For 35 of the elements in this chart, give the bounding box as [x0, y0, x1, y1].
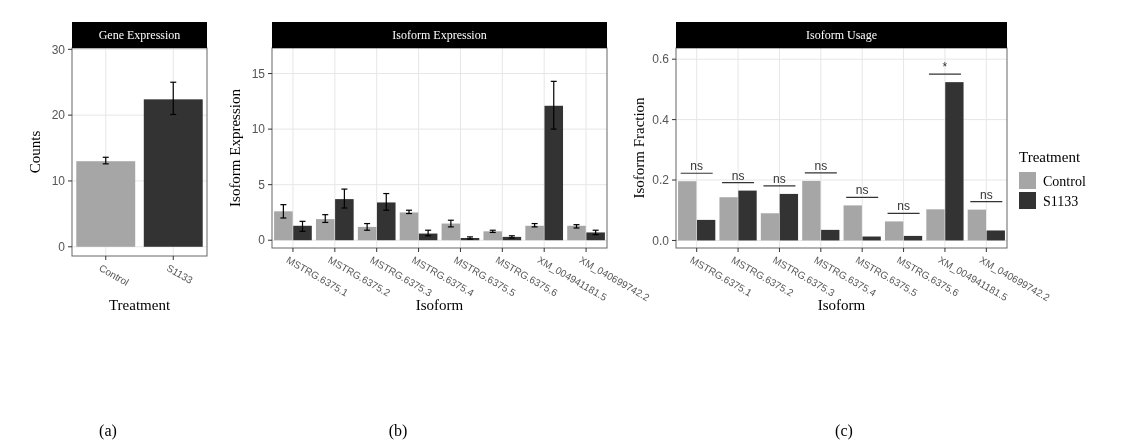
y-tick-label: 0.0 [652, 233, 670, 248]
y-tick-label: 0 [58, 239, 66, 254]
annotation: ns [855, 183, 869, 198]
y-tick-label: 0.2 [652, 173, 670, 188]
legend-label: S1133 [1043, 193, 1079, 209]
y-tick-label: 15 [251, 66, 266, 81]
y-tick-label: 10 [251, 122, 266, 137]
text: (c) [835, 422, 853, 440]
legend-label: Control [1043, 173, 1086, 189]
annotation: ns [897, 199, 910, 214]
y-tick-label: 0 [258, 233, 266, 248]
text: (a) [99, 422, 117, 440]
chart-title: Gene Expression [98, 28, 181, 42]
x-axis-title: Isoform [817, 297, 866, 313]
annotation: ns [814, 158, 828, 173]
annotation: * [942, 60, 948, 75]
y-tick-label: 0.4 [652, 112, 670, 127]
text: (b) [388, 422, 408, 440]
chart-title: Isoform Expression [392, 28, 487, 42]
y-tick-label: 30 [51, 42, 66, 57]
y-tick-label: 20 [51, 108, 66, 123]
x-axis-title: Treatment [108, 297, 171, 313]
legend-title: Treatment [1019, 149, 1081, 165]
annotation: ns [773, 171, 786, 186]
y-tick-label: 5 [258, 177, 266, 192]
x-axis-title: Isoform [415, 297, 464, 313]
y-axis-title: Counts [27, 130, 43, 174]
annotation: ns [731, 168, 745, 183]
annotation: ns [979, 187, 993, 202]
chart-title: Isoform Usage [806, 28, 877, 42]
y-axis-title: Isoform Expression [227, 88, 243, 207]
y-axis-title: Isoform Fraction [631, 96, 647, 199]
y-tick-label: 0.6 [652, 52, 670, 67]
annotation: ns [690, 159, 704, 174]
y-tick-label: 10 [51, 174, 66, 189]
